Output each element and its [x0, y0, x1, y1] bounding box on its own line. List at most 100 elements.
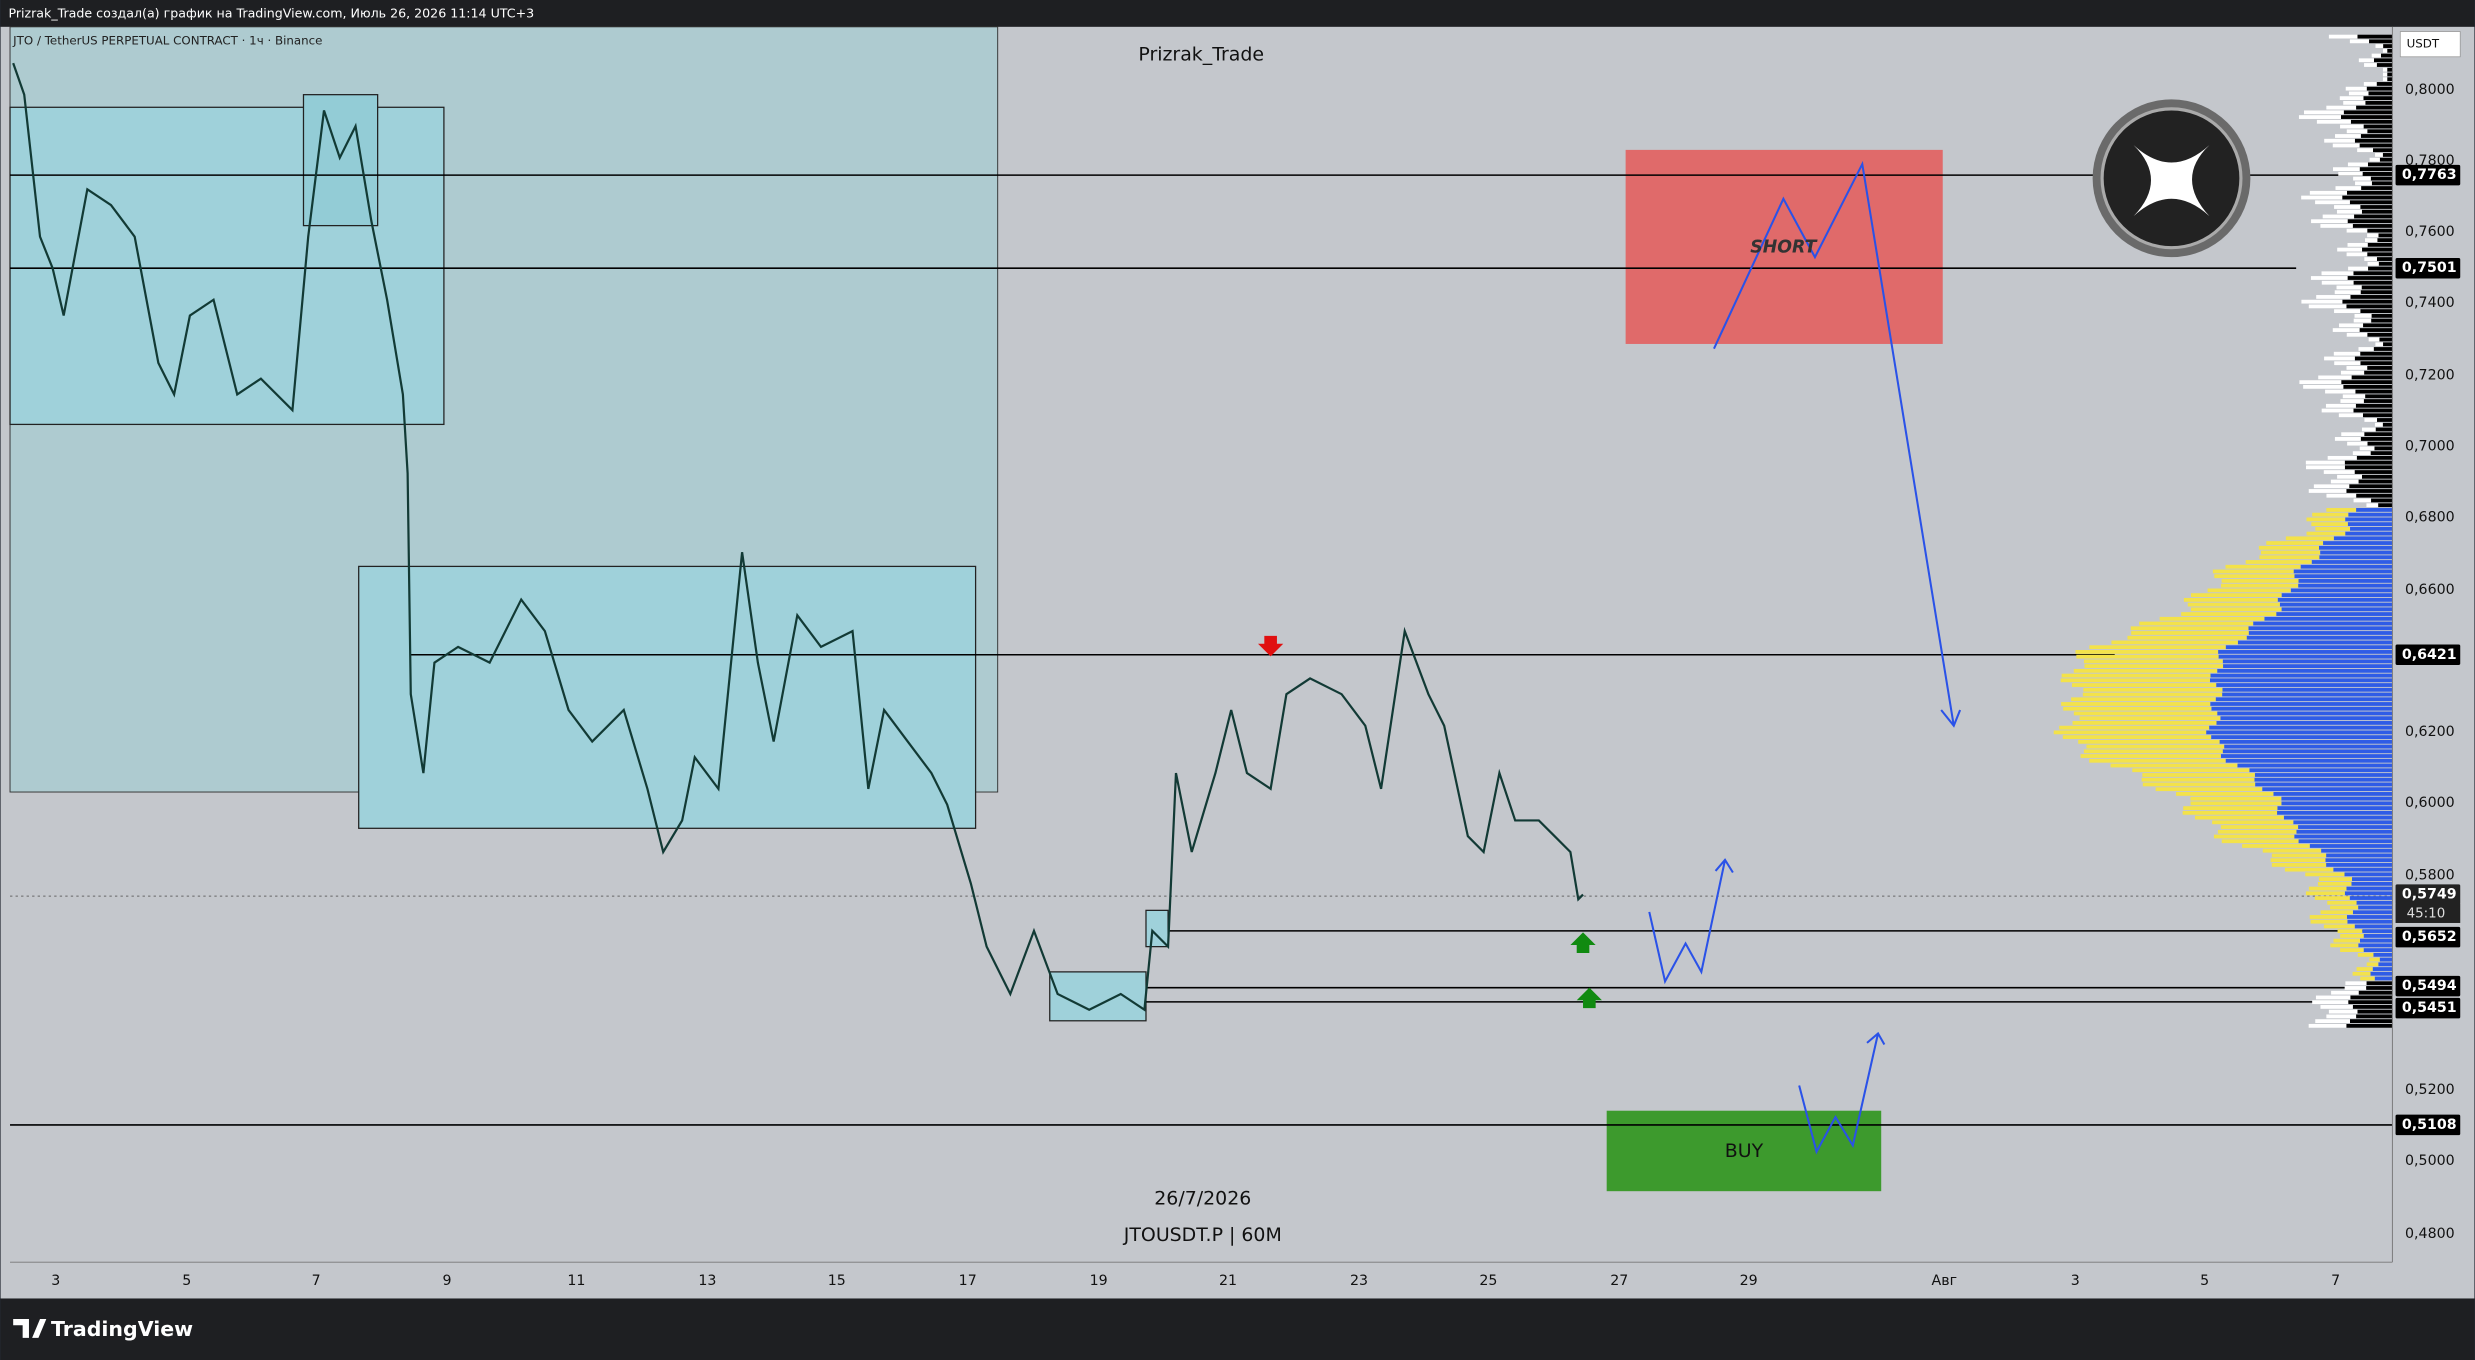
profile-bar [2366, 981, 2393, 986]
profile-bar [2343, 110, 2393, 115]
profile-bar [2364, 418, 2378, 422]
zone [1049, 971, 1147, 1022]
profile-bar [2382, 77, 2388, 82]
profile-bar [2313, 484, 2350, 489]
profile-bar [2111, 640, 2238, 645]
profile-bar [2358, 943, 2393, 948]
profile-bar [2082, 692, 2223, 697]
profile-bar [2353, 408, 2393, 413]
profile-bar [2346, 489, 2393, 493]
profile-bar [2356, 1014, 2393, 1019]
profile-bar [2364, 63, 2377, 67]
price-label: 0,4800 [2405, 1226, 2455, 1242]
profile-bar [2367, 332, 2393, 337]
profile-bar [2190, 593, 2282, 598]
profile-bar [2356, 508, 2393, 512]
profile-bar [2308, 1023, 2347, 1028]
profile-bar [2221, 839, 2299, 844]
profile-bar [2360, 290, 2393, 295]
profile-bar [2337, 474, 2362, 479]
arrow-head [1940, 709, 1962, 728]
profile-bar [2352, 224, 2393, 228]
price-label: 0,6600 [2405, 582, 2455, 598]
profile-bar [2362, 929, 2393, 934]
profile-bar [2387, 72, 2393, 77]
profile-bar [2371, 313, 2393, 318]
profile-bar [2369, 39, 2393, 44]
profile-bar [2333, 351, 2361, 356]
profile-bar [2379, 157, 2393, 162]
date-label: 17 [959, 1273, 977, 1289]
profile-bar [2372, 967, 2393, 971]
profile-bar [2318, 545, 2393, 550]
profile-bar [2336, 209, 2362, 214]
profile-bar [2187, 602, 2280, 607]
profile-bar [2346, 190, 2393, 195]
profile-bar [2373, 952, 2393, 957]
profile-bar [2223, 664, 2393, 669]
price-badge [2395, 644, 2461, 666]
profile-bar [2367, 441, 2393, 446]
profile-bar [2353, 280, 2393, 285]
profile-bar [2339, 323, 2364, 328]
profile-bar [2375, 342, 2384, 347]
profile-bar [2246, 635, 2393, 640]
profile-bar [2217, 829, 2297, 834]
profile-bar [2340, 948, 2364, 953]
price-level: 0,6421 [2402, 647, 2457, 663]
buy-arrow [1570, 932, 1596, 953]
profile-bar [2130, 626, 2249, 631]
profile-bar [2308, 304, 2347, 309]
logo-mark [2133, 145, 2210, 217]
profile-bar [2220, 754, 2393, 758]
profile-bar [2155, 787, 2263, 792]
profile-bar [2338, 413, 2363, 418]
profile-bar [2190, 607, 2282, 612]
profile-bar [2345, 517, 2393, 522]
profile-bar [2328, 34, 2358, 39]
profile-bar [2322, 214, 2355, 219]
plot-area [9, 26, 2393, 1192]
profile-bar [2298, 825, 2393, 829]
date-label: 3 [51, 1273, 60, 1289]
profile-bar [2225, 564, 2301, 569]
profile-bar [2326, 493, 2357, 498]
profile-bar [2271, 853, 2327, 858]
profile-bar [2357, 34, 2393, 39]
profile-bar [2220, 825, 2299, 829]
profile-bar [2296, 829, 2393, 834]
profile-bar [2382, 422, 2393, 427]
profile-bar [2344, 872, 2393, 877]
price-label: 0,6800 [2405, 509, 2455, 525]
price-label: 0,6200 [2405, 724, 2455, 740]
profile-bar [2207, 588, 2291, 593]
profile-bar [2347, 919, 2393, 924]
currency-box [2399, 31, 2461, 58]
profile-bar [2324, 138, 2355, 143]
profile-bar [2303, 384, 2344, 389]
profile-bar [2323, 924, 2355, 929]
profile-bar [2363, 399, 2393, 403]
profile-bar [2349, 484, 2393, 489]
profile-bar [2079, 716, 2221, 721]
profile-bar [2375, 427, 2393, 432]
profile-bar [2371, 318, 2393, 323]
profile-bar [2330, 479, 2359, 484]
profile-bar [2316, 295, 2351, 299]
profile-bar [2142, 773, 2255, 777]
profile-bar [2359, 328, 2393, 332]
profile-bar [2341, 432, 2365, 437]
profile-bar [2346, 886, 2393, 891]
profile-bar [2217, 668, 2393, 673]
profile-bar [2277, 810, 2393, 815]
profile-bar [2298, 579, 2393, 583]
countdown-badge [2395, 904, 2461, 923]
profile-bar [2354, 214, 2393, 219]
price-label: 0,7400 [2405, 295, 2455, 311]
profile-bar [2293, 820, 2393, 825]
profile-bar [2266, 541, 2324, 545]
profile-bar [2359, 446, 2375, 451]
date-label: 25 [1479, 1273, 1497, 1289]
date-label: 7 [312, 1273, 321, 1289]
profile-bar [2321, 408, 2354, 413]
